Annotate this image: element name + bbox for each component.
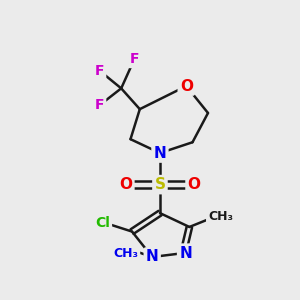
Text: CH₃: CH₃	[208, 211, 233, 224]
Text: Cl: Cl	[95, 216, 110, 230]
Text: CH₃: CH₃	[113, 247, 138, 260]
Text: O: O	[180, 79, 193, 94]
Text: O: O	[119, 177, 132, 192]
Text: N: N	[179, 246, 192, 261]
Text: N: N	[146, 250, 159, 265]
Text: F: F	[95, 64, 104, 78]
Text: N: N	[154, 146, 166, 160]
Text: S: S	[154, 177, 166, 192]
Text: F: F	[95, 98, 104, 112]
Text: O: O	[188, 177, 201, 192]
Text: F: F	[130, 52, 139, 66]
